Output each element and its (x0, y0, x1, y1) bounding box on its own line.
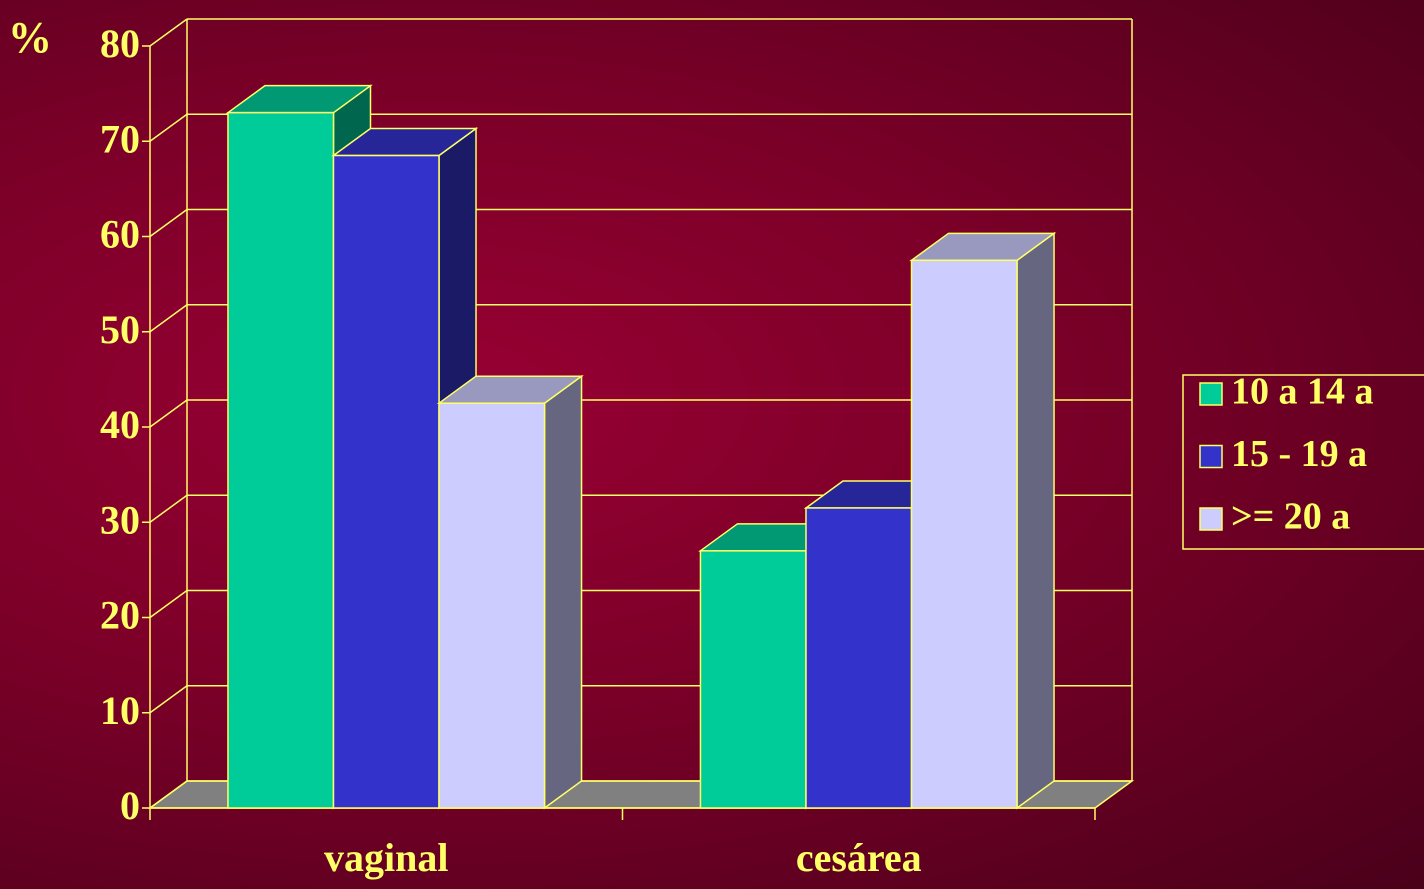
y-tick-label: 50 (100, 307, 140, 352)
y-tick-label: 80 (100, 21, 140, 66)
legend-box (1182, 374, 1424, 550)
legend-label: 15 - 19 a (1231, 433, 1367, 475)
x-tick-label: vaginal (324, 835, 448, 880)
legend-swatch (1199, 507, 1223, 531)
legend-swatch (1199, 444, 1223, 469)
bar-side (1016, 231, 1055, 810)
bar (805, 507, 913, 809)
bar (699, 550, 807, 809)
grid-line (149, 685, 188, 714)
y-tick-label: 70 (100, 116, 140, 161)
y-tick-label: 10 (100, 688, 140, 733)
legend-label: >= 20 a (1231, 496, 1350, 538)
grid-line (149, 208, 188, 238)
bar (910, 259, 1018, 809)
grid-line (149, 304, 188, 333)
x-tick-label: cesárea (796, 835, 922, 880)
grid-line (149, 494, 188, 523)
bar (332, 154, 440, 809)
y-axis-label: % (8, 13, 52, 62)
legend-swatch (1199, 382, 1223, 406)
grid-line (149, 589, 188, 619)
grid-line (149, 113, 188, 142)
grid-line (149, 780, 188, 809)
y-tick-label: 0 (120, 783, 140, 828)
bar-side (543, 374, 583, 810)
legend-label: 10 a 14 a (1231, 371, 1374, 413)
y-tick-label: 20 (100, 593, 140, 638)
bar (227, 111, 335, 809)
y-tick-label: 40 (100, 402, 140, 447)
bar (438, 402, 546, 809)
y-tick-label: 60 (100, 212, 140, 257)
grid-line (149, 18, 188, 47)
grid-line (149, 399, 188, 428)
y-tick-label: 30 (100, 497, 140, 542)
